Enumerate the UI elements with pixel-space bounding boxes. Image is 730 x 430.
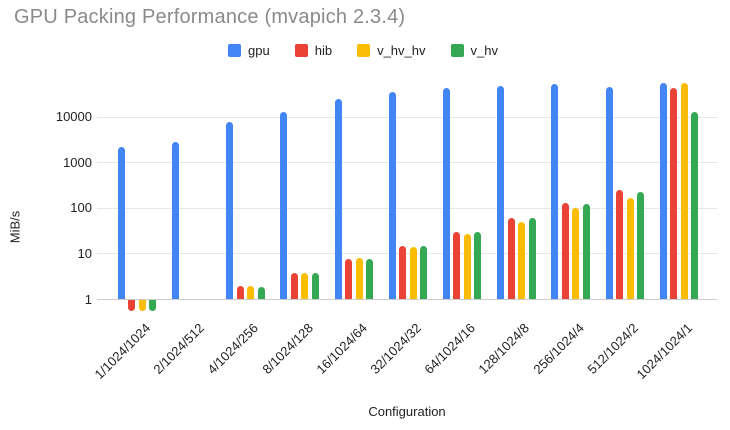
legend-label: gpu (248, 42, 270, 58)
legend-swatch-icon (450, 43, 464, 57)
bar-v_hv-8/1024/128[interactable] (311, 273, 319, 300)
legend-label: hib (314, 42, 333, 58)
bar-gpu-512/1024/2[interactable] (605, 86, 613, 300)
bar-v_hv-4/1024/256[interactable] (257, 286, 265, 300)
chart-title: GPU Packing Performance (mvapich 2.3.4) (14, 6, 406, 28)
x-tick-label: 128/1024/8 (475, 320, 533, 377)
bar-hib-64/1024/16[interactable] (453, 232, 461, 300)
bar-hib-512/1024/2[interactable] (616, 190, 624, 300)
legend-item-v_hv: v_hv (450, 42, 498, 58)
bar-gpu-16/1024/64[interactable] (334, 98, 342, 300)
bar-gpu-256/1024/4[interactable] (551, 84, 559, 300)
x-tick-label: 8/1024/128 (258, 320, 316, 377)
gridline (97, 207, 717, 209)
x-tick-label: 256/1024/4 (529, 320, 587, 377)
bar-gpu-64/1024/16[interactable] (442, 87, 450, 300)
bar-v_hv-64/1024/16[interactable] (474, 232, 482, 300)
x-axis-title: Configuration (368, 404, 446, 419)
bar-v_hv_hv-128/1024/8[interactable] (518, 221, 526, 300)
bar-hib-1/1024/1024[interactable] (128, 299, 136, 312)
bar-gpu-2/1024/512[interactable] (171, 142, 179, 300)
bar-v_hv-32/1024/32[interactable] (420, 245, 428, 300)
legend-label: v_hv_hv (377, 42, 426, 58)
bar-hib-1024/1024/1[interactable] (670, 88, 678, 300)
bar-hib-256/1024/4[interactable] (561, 203, 569, 300)
x-tick-label: 32/1024/32 (367, 320, 424, 377)
bar-gpu-8/1024/128[interactable] (280, 111, 288, 300)
bar-hib-4/1024/256[interactable] (236, 285, 244, 300)
x-tick-label: 512/1024/2 (584, 320, 641, 377)
bar-hib-8/1024/128[interactable] (290, 273, 298, 300)
y-tick-label: 1000 (63, 154, 92, 170)
bar-v_hv_hv-512/1024/2[interactable] (626, 198, 634, 300)
bar-v_hv-16/1024/64[interactable] (366, 258, 374, 300)
x-tick-label: 64/1024/16 (421, 320, 479, 377)
bar-v_hv_hv-1024/1024/1[interactable] (680, 83, 688, 300)
bar-hib-128/1024/8[interactable] (507, 217, 515, 300)
y-tick-label: 100 (70, 200, 92, 216)
gridline (97, 253, 717, 255)
gridline (97, 162, 717, 164)
bar-v_hv_hv-16/1024/64[interactable] (355, 258, 363, 300)
x-tick-label: 1024/1024/1 (633, 320, 695, 383)
x-tick-label: 2/1024/512 (150, 320, 208, 377)
legend-item-v_hv_hv: v_hv_hv (357, 42, 426, 58)
legend-item-gpu: gpu (228, 43, 270, 58)
legend-swatch-icon (228, 43, 242, 57)
bar-v_hv_hv-256/1024/4[interactable] (572, 207, 580, 300)
bar-v_hv-512/1024/2[interactable] (637, 191, 645, 300)
legend-item-hib: hib (294, 42, 333, 58)
bar-v_hv_hv-8/1024/128[interactable] (301, 272, 309, 300)
legend-label: v_hv (470, 42, 498, 58)
bar-v_hv_hv-32/1024/32[interactable] (409, 246, 417, 300)
bar-v_hv-1024/1024/1[interactable] (691, 111, 699, 300)
bar-v_hv-1/1024/1024[interactable] (149, 299, 157, 312)
legend-swatch-icon (294, 43, 308, 57)
bar-gpu-1/1024/1024[interactable] (117, 147, 125, 300)
x-tick-label: 1/1024/1024 (91, 320, 153, 383)
bar-hib-16/1024/64[interactable] (345, 258, 353, 300)
bar-v_hv_hv-1/1024/1024[interactable] (138, 299, 146, 312)
bar-v_hv_hv-4/1024/256[interactable] (247, 285, 255, 300)
bar-gpu-4/1024/256[interactable] (226, 121, 234, 300)
y-tick-label: 10 (77, 245, 92, 261)
x-tick-label: 4/1024/256 (204, 320, 262, 377)
bar-gpu-128/1024/8[interactable] (497, 86, 505, 300)
bar-hib-32/1024/32[interactable] (399, 245, 407, 300)
x-tick-label: 16/1024/64 (313, 320, 370, 377)
bar-v_hv_hv-64/1024/16[interactable] (463, 233, 471, 300)
gridline (97, 299, 717, 300)
bar-gpu-32/1024/32[interactable] (388, 91, 396, 300)
gridline (97, 116, 717, 118)
bar-v_hv-128/1024/8[interactable] (528, 218, 536, 300)
legend-swatch-icon (357, 43, 371, 57)
y-tick-label: 1 (84, 291, 92, 307)
legend: gpu hib v_hv_hv v_hv (0, 42, 726, 58)
bar-v_hv-256/1024/4[interactable] (582, 204, 590, 300)
bar-gpu-1024/1024/1[interactable] (659, 82, 667, 300)
y-axis-title: MiB/s (7, 210, 23, 244)
y-tick-label: 10000 (55, 109, 92, 125)
